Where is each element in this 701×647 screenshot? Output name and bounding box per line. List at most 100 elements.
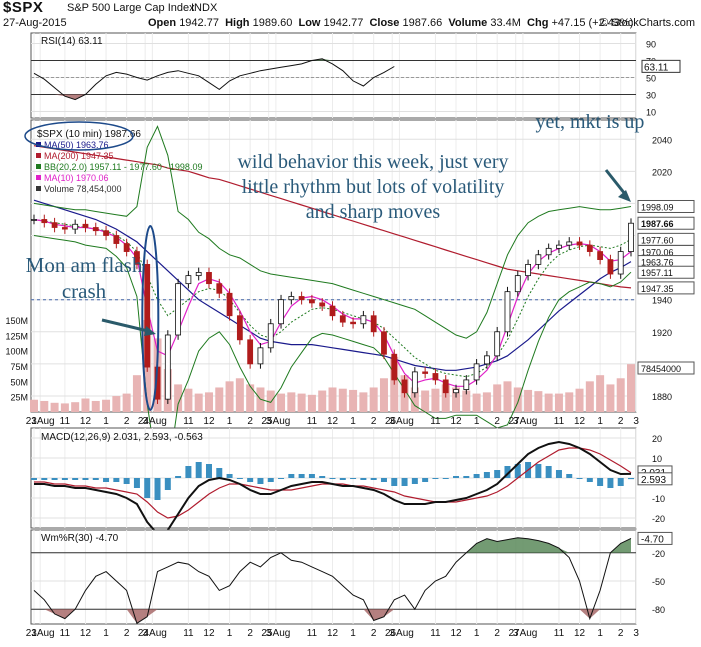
x-tick-label: 11 — [554, 628, 565, 639]
volume-bar — [204, 392, 213, 412]
volume-bar — [307, 394, 316, 412]
macd-tick-label: 20 — [652, 434, 662, 444]
chg-label: Chg — [527, 17, 549, 29]
volume-bar — [493, 384, 502, 412]
rsi-title: RSI(14) 63.11 — [41, 36, 103, 47]
x-tick-label: 3 — [142, 628, 148, 639]
price-candle — [144, 263, 151, 368]
price-candle — [442, 379, 449, 394]
x-tick-label: 11 — [60, 416, 71, 427]
price-candle — [247, 339, 254, 365]
price-candle — [267, 323, 274, 349]
ma50-line — [33, 199, 632, 371]
price-candle — [339, 315, 346, 323]
price-candle — [391, 353, 398, 381]
x-tick-label: 2 — [124, 628, 130, 639]
price-candle — [329, 305, 336, 317]
high-value: 1989.60 — [252, 17, 293, 29]
rsi-tick-label: 10 — [646, 108, 656, 118]
willr-current-label: -4.70 — [641, 534, 664, 545]
x-tick-label: 2 — [494, 416, 500, 427]
x-tick-label: 12 — [80, 416, 92, 427]
legend-swatch — [36, 164, 41, 169]
price-candle — [422, 371, 429, 374]
price-value-label: 78454000 — [641, 364, 681, 374]
x-tick-label: 2 — [247, 628, 253, 639]
volume-tick-label: 125M — [5, 331, 28, 341]
volume-bar — [81, 398, 90, 412]
volume-bar — [585, 381, 594, 412]
price-candle — [494, 331, 501, 357]
market-up-arrow — [604, 169, 627, 195]
price-candle — [411, 371, 418, 394]
x-tick-label: 1 — [227, 416, 233, 427]
x-tick-label: 3 — [513, 416, 519, 427]
x-tick-label: 3 — [266, 628, 272, 639]
price-value-label: 1963.76 — [641, 258, 674, 268]
volume-bar — [266, 390, 275, 412]
price-candle — [31, 219, 37, 221]
x-tick-label: 2 — [494, 628, 500, 639]
volume-bar — [575, 388, 584, 412]
flash-crash-arrow — [101, 318, 149, 333]
price-candle — [164, 334, 171, 400]
price-candle — [257, 347, 264, 365]
volume-bar — [410, 387, 419, 412]
volume-tick-label: 100M — [5, 347, 28, 357]
volume-bar — [30, 399, 38, 412]
annotation-flash-crash: Mon am flash crash — [25, 253, 143, 303]
x-tick-label: 2 — [618, 416, 624, 427]
volume-bar — [441, 384, 450, 412]
legend-swatch — [36, 186, 41, 191]
macd-histogram-bar — [473, 474, 480, 478]
annotation-market-up: yet, mkt is up — [535, 111, 645, 133]
x-tick-label: 3 — [266, 416, 272, 427]
volume-tick-label: 50M — [10, 377, 28, 387]
price-candle — [61, 227, 68, 230]
macd-histogram-bar — [463, 476, 470, 478]
price-value-label: 1957.11 — [641, 268, 673, 278]
volume-bar — [71, 402, 80, 412]
price-candle — [473, 363, 480, 381]
price-candle — [175, 283, 182, 336]
legend-item: Volume 78,454,000 — [44, 184, 122, 194]
macd-histogram-bar — [113, 478, 120, 482]
x-tick-label: 3 — [633, 416, 639, 427]
macd-histogram-bar — [597, 478, 604, 486]
x-tick-label: 25Aug — [261, 628, 290, 639]
volume-bar — [215, 387, 224, 412]
volume-bar — [132, 375, 141, 412]
macd-histogram-bar — [236, 478, 243, 479]
macd-histogram-bar — [576, 478, 583, 479]
price-value-box — [637, 361, 695, 375]
volume-bar — [379, 378, 388, 412]
legend-item: BB(20,2.0) 1957.11 - 1977.60 - 1998.09 — [44, 162, 202, 172]
macd-histogram-bar — [432, 478, 439, 479]
price-candle — [319, 302, 326, 307]
macd-histogram-bar — [226, 474, 233, 478]
volume-bar — [554, 393, 563, 412]
price-candle — [216, 283, 223, 294]
rsi-tick-label: 90 — [646, 40, 656, 50]
x-tick-label: 11 — [430, 416, 441, 427]
macd-histogram-bar — [350, 478, 357, 479]
legend-price: $SPX (10 min) 1987.66 — [37, 129, 141, 140]
high-label: High — [225, 17, 250, 29]
price-value-label: 1987.66 — [641, 219, 674, 229]
macd-histogram-bar — [545, 466, 552, 478]
flash-crash-ellipse — [141, 225, 160, 411]
x-tick-label: 12 — [450, 416, 462, 427]
legend-swatch — [36, 153, 41, 158]
macd-histogram-bar — [494, 470, 501, 478]
x-tick-label: 1 — [597, 416, 603, 427]
ohlc-readout: Open 1942.77 High 1989.60 Low 1942.77 Cl… — [148, 17, 633, 29]
x-tick-label: 26Aug — [385, 628, 414, 639]
rsi-oversold-fill — [34, 94, 395, 100]
volume-bar — [246, 384, 255, 412]
willr-title: Wm%R(30) -4.70 — [41, 533, 119, 544]
price-tick-label: 2020 — [652, 167, 672, 177]
x-tick-label: 24Aug — [138, 416, 167, 427]
price-candle — [597, 251, 604, 260]
x-tick-label: 24Aug — [138, 628, 167, 639]
volume-bar — [452, 387, 461, 412]
